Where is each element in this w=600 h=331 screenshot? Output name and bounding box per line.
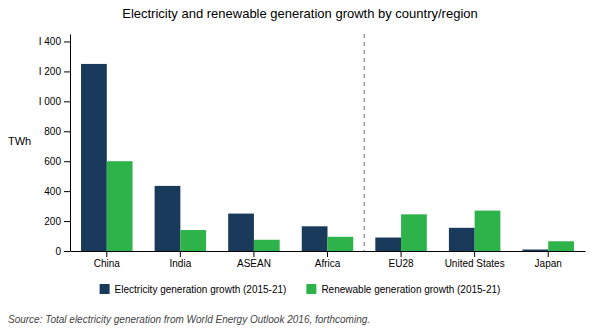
y-tick: 600 [44, 156, 70, 167]
y-tick: 0 [55, 246, 70, 257]
bar [375, 238, 401, 251]
x-tick-mark [401, 251, 402, 257]
bar [401, 214, 427, 251]
y-tick: I 200 [39, 66, 70, 77]
bar [228, 214, 254, 251]
x-tick-label: Japan [535, 258, 562, 269]
x-tick-label: EU28 [389, 258, 414, 269]
y-axis: 0 200 400 600 800 I 000 I 200 I 400 [39, 35, 71, 257]
y-axis-line [70, 35, 71, 252]
x-tick-label: United States [445, 258, 505, 269]
title: Electricity and renewable generation gro… [122, 6, 478, 21]
y-tick-label: 200 [44, 216, 61, 227]
legend-item: Renewable generation growth (2015-21) [306, 284, 500, 295]
x-tick: United States [445, 251, 505, 269]
bar [522, 250, 548, 251]
x-tick-mark [180, 251, 181, 257]
y-tick-mark [64, 221, 70, 222]
bar [328, 237, 354, 251]
y-tick-mark [64, 191, 70, 192]
x-tick: India [170, 251, 192, 269]
bar-series [107, 161, 574, 251]
y-tick-label: 400 [44, 186, 61, 197]
x-tick: China [94, 251, 121, 269]
legend-label: Renewable generation growth (2015-21) [321, 284, 500, 295]
legend: Electricity generation growth (2015-21) R… [100, 284, 501, 295]
x-tick-label: ASEAN [237, 258, 271, 269]
y-axis-label: TWh [8, 135, 31, 147]
y-tick-mark [64, 251, 70, 252]
bar [81, 64, 107, 251]
x-axis: China India ASEAN Africa EU28 United States Ja… [71, 251, 586, 269]
x-tick-label: Africa [315, 258, 341, 269]
bar [302, 226, 328, 251]
x-tick-mark [106, 251, 107, 257]
y-tick: I 000 [39, 96, 70, 107]
x-tick-label: India [170, 258, 192, 269]
y-tick: 400 [44, 186, 70, 197]
y-tick: 800 [44, 126, 70, 137]
legend-swatch [306, 284, 316, 294]
x-tick-mark [253, 251, 254, 257]
bar [107, 161, 133, 251]
y-tick-mark [64, 161, 70, 162]
bar [475, 211, 501, 251]
annotation: Source: Total electricity generation fro… [8, 314, 370, 325]
y-tick-label: I 200 [39, 66, 62, 77]
plot: 0 200 400 600 800 I 000 I 200 I 400 China India AS… [39, 34, 586, 269]
y-tick-label: I 000 [39, 96, 62, 107]
y-tick-mark [64, 101, 70, 102]
bar-series [81, 64, 548, 251]
x-tick-mark [327, 251, 328, 257]
divider [364, 34, 366, 251]
y-tick-label: 600 [44, 156, 61, 167]
y-tick-label: I 400 [39, 36, 62, 47]
x-tick-mark [548, 251, 549, 257]
x-tick-label: China [94, 258, 121, 269]
y-tick-mark [64, 71, 70, 72]
y-tick-label: 800 [44, 126, 61, 137]
y-tick: 200 [44, 216, 70, 227]
chart: Electricity and renewable generation gro… [0, 0, 600, 331]
bar [548, 241, 574, 251]
x-tick: ASEAN [237, 251, 271, 269]
y-tick-mark [64, 41, 70, 42]
bar [180, 230, 206, 251]
legend-item: Electricity generation growth (2015-21) [100, 284, 287, 295]
x-tick-mark [474, 251, 475, 257]
x-tick: EU28 [389, 251, 414, 269]
bar [254, 240, 280, 251]
y-tick-mark [64, 131, 70, 132]
y-tick-label: 0 [55, 246, 61, 257]
bar [155, 186, 181, 251]
bar [449, 228, 475, 251]
x-tick: Japan [535, 251, 562, 269]
legend-label: Electricity generation growth (2015-21) [115, 284, 287, 295]
x-tick: Africa [315, 251, 341, 269]
marks [81, 34, 574, 251]
y-tick: I 400 [39, 36, 70, 47]
legend-swatch [100, 284, 110, 294]
